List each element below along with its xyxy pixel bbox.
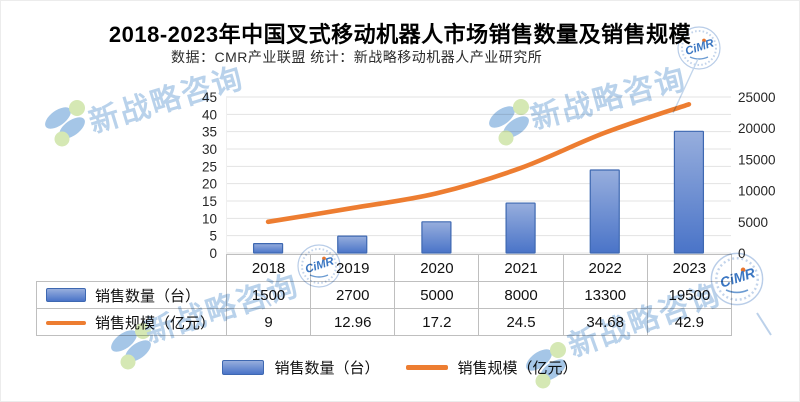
watermark-slash <box>756 312 772 336</box>
legend-bar-label: 销售数量（台） <box>274 360 380 377</box>
svg-text:5: 5 <box>209 229 217 244</box>
value-cell: 12.96 <box>310 308 396 336</box>
svg-text:0: 0 <box>738 246 746 261</box>
value-cell: 19500 <box>646 281 732 309</box>
watermark-brand-text: 新战略咨询 <box>527 62 690 135</box>
table-corner-cell <box>37 255 227 282</box>
table-year-header: 2020 <box>394 254 480 282</box>
table-year-header: 2023 <box>646 254 732 282</box>
svg-text:30: 30 <box>202 142 217 157</box>
svg-text:15000: 15000 <box>738 152 776 167</box>
series-label-cell: 销售数量（台） <box>36 281 227 309</box>
svg-text:40: 40 <box>202 107 217 122</box>
bar <box>337 235 368 254</box>
value-cell: 9 <box>225 308 312 336</box>
svg-text:20000: 20000 <box>738 121 776 136</box>
legend-line-swatch-icon <box>405 365 448 370</box>
svg-text:35: 35 <box>202 125 217 140</box>
series-name: 销售数量（台） <box>95 287 201 305</box>
bar <box>589 169 620 254</box>
table-year-header: 2022 <box>562 254 648 282</box>
chart-title: 2018-2023年中国叉式移动机器人市场销售数量及销售规模 <box>108 22 692 47</box>
svg-text:20: 20 <box>202 177 217 192</box>
right-axis-ticks: 0 5000 10000 15000 20000 25000 <box>738 90 776 261</box>
watermark-brand-text: 新战略咨询 <box>85 61 248 139</box>
legend-bar-swatch-icon <box>222 360 265 375</box>
value-cell: 13300 <box>562 281 648 309</box>
svg-text:15: 15 <box>202 194 217 209</box>
bar-swatch-icon <box>46 287 86 302</box>
line-swatch-icon <box>46 320 86 325</box>
table-year-header: 2019 <box>310 254 396 282</box>
value-cell: 2700 <box>310 281 396 309</box>
legend-line-label: 销售规模（亿元） <box>457 360 578 377</box>
series-label-cell: 销售规模（亿元） <box>36 308 227 336</box>
watermark-slash <box>672 58 699 114</box>
watermark-logo-icon <box>41 100 89 147</box>
value-cell: 34.68 <box>562 308 648 336</box>
table-year-header: 2021 <box>478 254 564 282</box>
bar <box>421 221 452 254</box>
chart-subtitle: 数据：CMR产业联盟 统计：新战略移动机器人产业研究所 <box>171 49 543 65</box>
svg-text:10000: 10000 <box>738 184 776 199</box>
value-cell: 5000 <box>394 281 480 309</box>
value-cell: 24.5 <box>478 308 564 336</box>
bar-series <box>252 130 705 254</box>
svg-text:5000: 5000 <box>738 215 768 230</box>
watermark-logo-icon <box>485 99 533 146</box>
value-cell: 1500 <box>225 281 312 309</box>
bar <box>673 130 705 254</box>
bar <box>252 243 284 254</box>
svg-text:25: 25 <box>202 159 217 174</box>
table-year-header: 2018 <box>225 254 312 282</box>
value-cell: 17.2 <box>394 308 480 336</box>
svg-text:25000: 25000 <box>738 90 776 105</box>
value-cell: 42.9 <box>646 308 732 336</box>
chart-legend: 销售数量（台） 销售规模（亿元） <box>1 357 799 378</box>
svg-text:45: 45 <box>202 90 217 105</box>
trend-line <box>265 101 692 225</box>
series-name: 销售规模（亿元） <box>95 314 216 332</box>
bar <box>505 202 536 254</box>
gridlines <box>226 96 731 254</box>
line-series <box>265 101 692 225</box>
value-cell: 8000 <box>478 281 564 309</box>
svg-text:10: 10 <box>202 211 217 226</box>
data-table: 2018 2019 2020 2021 2022 2023 销售数量（台） 1500 2700 5… <box>36 254 732 336</box>
